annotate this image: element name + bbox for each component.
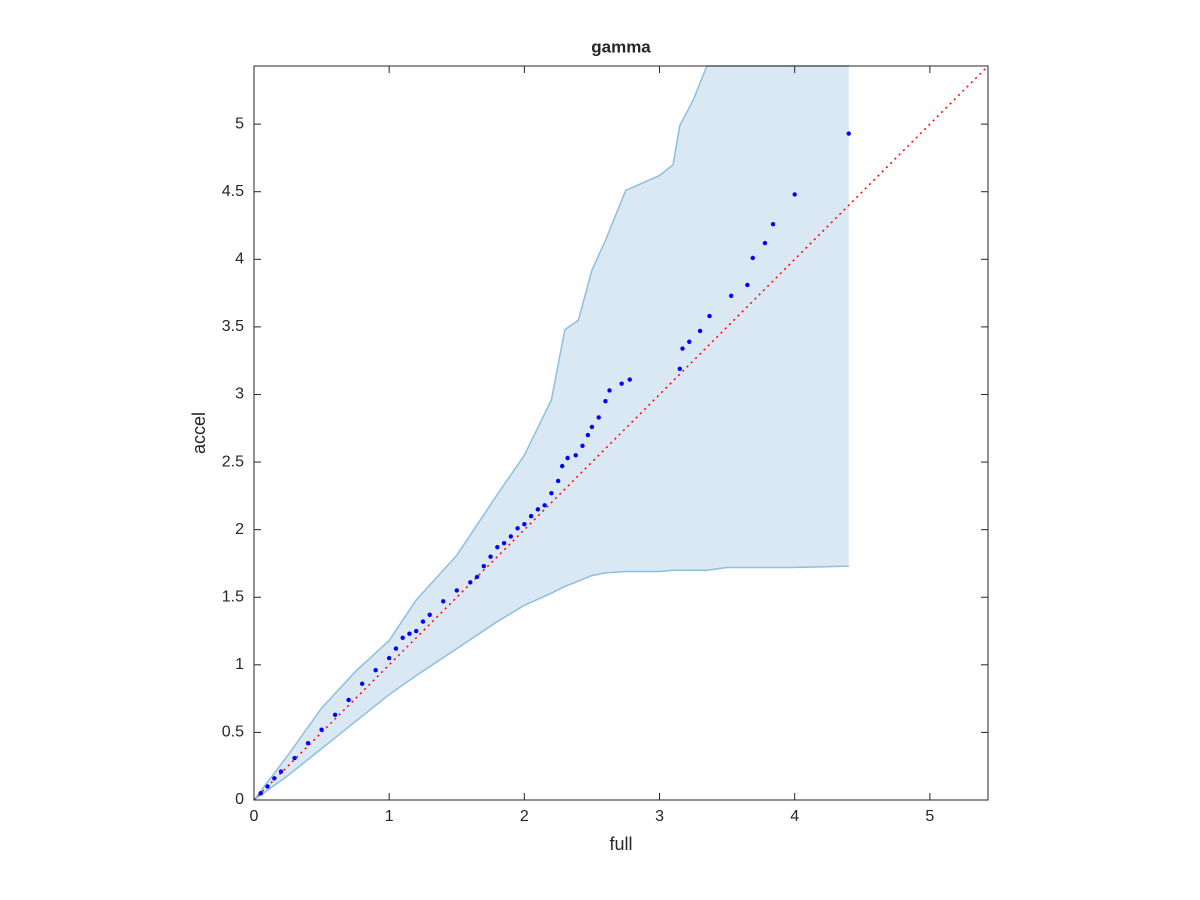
- point: [846, 131, 851, 136]
- point: [373, 668, 378, 673]
- point: [481, 563, 486, 569]
- point: [580, 443, 585, 449]
- point: [603, 399, 608, 404]
- point: [565, 455, 570, 461]
- point: [589, 424, 595, 430]
- point: [762, 240, 768, 246]
- point: [770, 221, 776, 227]
- point: [549, 490, 554, 496]
- point: [555, 478, 561, 484]
- point: [272, 776, 277, 781]
- band-lower: [253, 565, 849, 801]
- y-tick-label: 5: [235, 115, 244, 132]
- point: [542, 503, 547, 508]
- y-axis-label: accel: [189, 412, 209, 454]
- point: [332, 712, 338, 718]
- x-axis-label: full: [609, 834, 632, 854]
- y-tick-label: 0: [235, 791, 244, 808]
- point: [697, 328, 703, 334]
- x-tick-label: 1: [385, 808, 394, 825]
- point: [515, 526, 520, 531]
- point: [474, 574, 480, 580]
- point: [359, 681, 365, 686]
- band-upper: [253, 65, 849, 801]
- point: [508, 534, 514, 539]
- point: [596, 415, 601, 420]
- chart-title: gamma: [591, 37, 651, 56]
- point: [745, 282, 750, 288]
- point: [292, 755, 297, 761]
- y-tick-label: 0.5: [222, 724, 244, 741]
- point: [680, 346, 685, 351]
- point: [258, 791, 263, 796]
- x-tick-label: 0: [250, 808, 259, 825]
- x-tick-label: 2: [520, 808, 529, 825]
- point: [319, 727, 324, 732]
- y-tick-label: 1: [235, 656, 244, 673]
- point: [687, 339, 692, 344]
- point: [441, 599, 446, 604]
- axes-box: [253, 65, 989, 801]
- point: [468, 580, 473, 585]
- point: [707, 313, 712, 319]
- point: [528, 513, 534, 519]
- point: [750, 255, 755, 261]
- x-tick-label: 3: [655, 808, 664, 825]
- point: [619, 381, 624, 386]
- point: [522, 522, 527, 527]
- point: [501, 540, 507, 546]
- y-tick-label: 1.5: [222, 588, 244, 605]
- point: [265, 784, 270, 789]
- y-tick-label: 4.5: [222, 183, 244, 200]
- confidence-band: [254, 66, 849, 800]
- x-tick-label: 5: [925, 808, 934, 825]
- y-tick-label: 3.5: [222, 318, 244, 335]
- point: [454, 588, 459, 593]
- point: [728, 293, 734, 298]
- point: [407, 631, 412, 636]
- y-tick-label: 2.5: [222, 453, 244, 470]
- point: [535, 507, 541, 512]
- reference-line: [253, 65, 989, 801]
- point: [585, 432, 591, 438]
- point: [607, 388, 612, 393]
- point: [559, 463, 565, 469]
- y-tick-label: 4: [235, 251, 244, 268]
- point: [393, 646, 399, 651]
- point: [573, 453, 578, 458]
- y-tick-label: 2: [235, 521, 244, 538]
- point: [400, 635, 405, 640]
- point: [677, 366, 683, 371]
- point: [627, 377, 632, 382]
- point: [488, 554, 493, 559]
- point: [346, 697, 351, 703]
- x-tick-label: 4: [790, 808, 799, 825]
- y-tick-label: 3: [235, 386, 244, 403]
- point: [420, 619, 426, 624]
- point: [792, 192, 797, 197]
- point: [427, 612, 432, 618]
- point: [495, 545, 500, 550]
- point: [278, 769, 284, 774]
- point: [305, 741, 311, 746]
- point: [386, 655, 392, 661]
- point: [414, 628, 419, 634]
